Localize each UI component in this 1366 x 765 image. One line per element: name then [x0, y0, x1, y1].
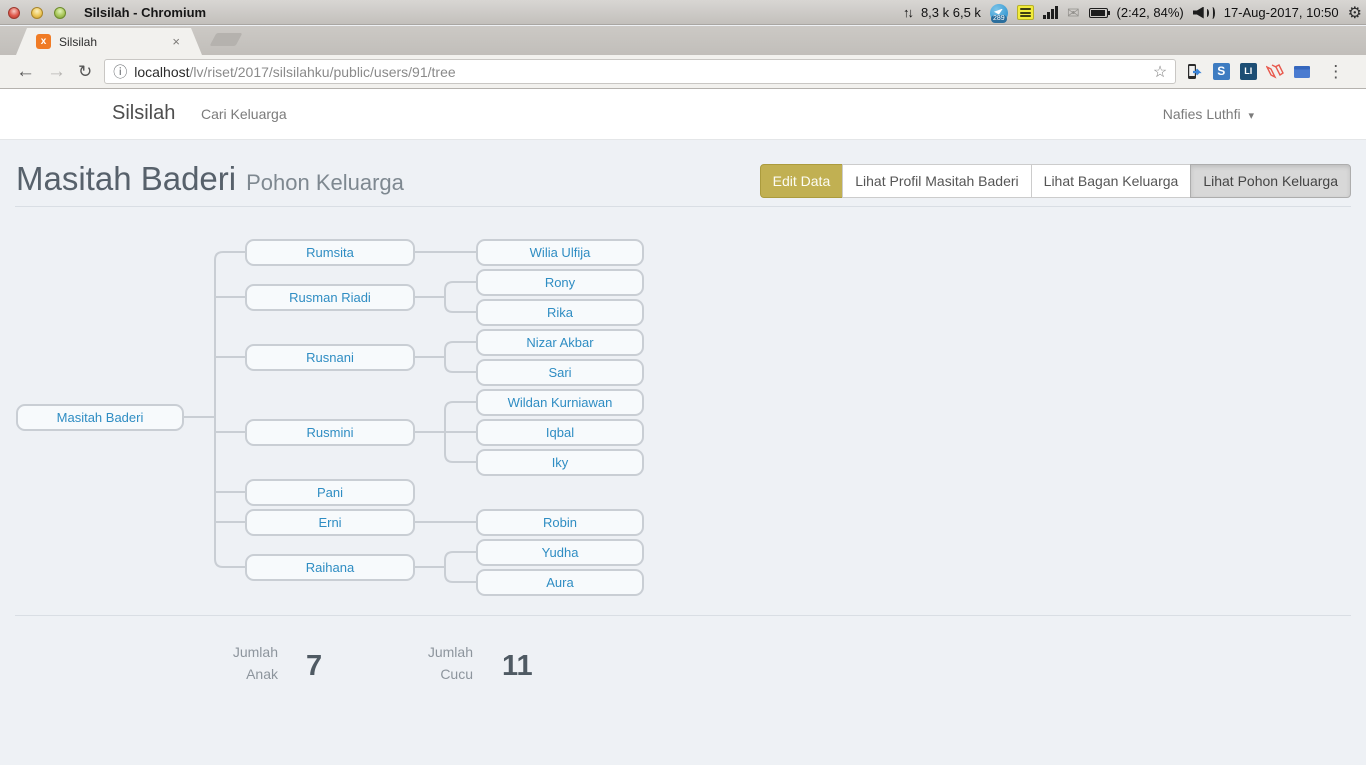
action-button-group: Edit Data Lihat Profil Masitah Baderi Li… — [759, 164, 1351, 198]
tree-node-child[interactable]: Erni — [245, 509, 415, 536]
tree-node-grandchild[interactable]: Iqbal — [476, 419, 644, 446]
lihat-pohon-button[interactable]: Lihat Pohon Keluarga — [1190, 164, 1351, 198]
url-path: /lv/riset/2017/silsilahku/public/users/9… — [189, 63, 456, 80]
stat-anak-label: Jumlah Anak — [232, 644, 278, 682]
tree-node-child[interactable]: Raihana — [245, 554, 415, 581]
tree-node-grandchild[interactable]: Iky — [476, 449, 644, 476]
laravel-extension-icon[interactable] — [1266, 63, 1285, 81]
notes-indicator-icon[interactable] — [1016, 5, 1034, 20]
tree-node-grandchild[interactable]: Rika — [476, 299, 644, 326]
tab-title: Silsilah — [59, 34, 98, 49]
window-title: Silsilah - Chromium — [84, 4, 207, 20]
s-extension-icon[interactable]: S — [1212, 63, 1230, 81]
stat-cucu-label: Jumlah Cucu — [427, 644, 473, 682]
volume-icon[interactable] — [1192, 6, 1215, 19]
tree-node-child[interactable]: Rusmini — [245, 419, 415, 446]
tree-node-grandchild[interactable]: Sari — [476, 359, 644, 386]
tree-node-grandchild[interactable]: Yudha — [476, 539, 644, 566]
telegram-unread-badge: 289 — [990, 14, 1007, 23]
li-extension-icon[interactable]: LI — [1239, 63, 1257, 81]
window-maximize-icon[interactable] — [54, 6, 66, 19]
user-dropdown[interactable]: Nafies Luthfi ▾ — [1163, 106, 1254, 122]
tree-node-child[interactable]: Rusman Riadi — [245, 284, 415, 311]
edit-data-button[interactable]: Edit Data — [759, 164, 844, 198]
tree-node-grandchild[interactable]: Nizar Akbar — [476, 329, 644, 356]
telegram-icon[interactable]: 289 — [989, 3, 1008, 23]
signal-strength-icon[interactable] — [1042, 6, 1058, 19]
network-rates-text: 8,3 k 6,5 k — [920, 5, 981, 20]
mail-icon[interactable]: ✉ — [1066, 4, 1080, 22]
xampp-favicon-icon: x — [36, 34, 51, 49]
user-name: Nafies Luthfi — [1162, 106, 1241, 122]
brand-silsilah[interactable]: Silsilah — [112, 102, 176, 124]
tab-close-icon[interactable]: × — [172, 34, 180, 49]
page-title: Masitah Baderi Pohon Keluarga — [16, 160, 404, 197]
tree-node-child[interactable]: Rusnani — [245, 344, 415, 371]
new-tab-button[interactable] — [209, 33, 243, 46]
stat-cucu-value: 11 — [502, 650, 533, 682]
window-close-icon[interactable] — [8, 6, 20, 19]
tree-node-child[interactable]: Rumsita — [245, 239, 415, 266]
blue-extension-icon[interactable] — [1293, 63, 1311, 81]
bookmark-star-icon[interactable]: ☆ — [1152, 63, 1168, 81]
tree-node-child[interactable]: Pani — [245, 479, 415, 506]
network-traffic-icon[interactable]: ↑↓ — [902, 5, 914, 20]
browser-tabstrip: x Silsilah × — [0, 26, 1366, 55]
back-icon[interactable]: ← — [16, 61, 35, 82]
browser-menu-icon[interactable]: ⋮ — [1327, 61, 1345, 81]
system-tray: ↑↓ 8,3 k 6,5 k 289 ✉ (2:42, 84%) 17-Aug-… — [903, 0, 1362, 25]
tree-node-grandchild[interactable]: Aura — [476, 569, 644, 596]
gear-icon[interactable]: ⚙ — [1347, 4, 1362, 22]
tree-node-grandchild[interactable]: Wilia Ulfija — [476, 239, 644, 266]
lihat-profil-button[interactable]: Lihat Profil Masitah Baderi — [842, 164, 1032, 198]
divider-top — [15, 206, 1351, 207]
lihat-bagan-button[interactable]: Lihat Bagan Keluarga — [1030, 164, 1192, 198]
battery-icon[interactable] — [1088, 7, 1110, 18]
tab-silsilah[interactable]: x Silsilah × — [16, 28, 202, 55]
window-minimize-icon[interactable] — [31, 6, 43, 19]
chevron-down-icon: ▾ — [1248, 110, 1254, 122]
clock-text[interactable]: 17-Aug-2017, 10:50 — [1223, 5, 1339, 20]
browser-toolbar: ← → ↻ ⓘ localhost /lv/riset/2017/silsila… — [0, 55, 1366, 89]
tree-node-grandchild[interactable]: Wildan Kurniawan — [476, 389, 644, 416]
battery-status-text: (2:42, 84%) — [1116, 5, 1184, 20]
mobile-view-extension-icon[interactable] — [1185, 63, 1203, 81]
stat-anak-value: 7 — [306, 650, 323, 682]
reload-icon[interactable]: ↻ — [78, 61, 93, 81]
url-bar[interactable]: ⓘ localhost /lv/riset/2017/silsilahku/pu… — [104, 59, 1177, 84]
divider-bottom — [15, 615, 1351, 616]
tree-node-grandchild[interactable]: Rony — [476, 269, 644, 296]
tree-node-root[interactable]: Masitah Baderi — [16, 404, 184, 431]
forward-icon: → — [47, 61, 66, 82]
paper-plane-icon — [993, 8, 1003, 15]
os-titlebar: Silsilah - Chromium ↑↓ 8,3 k 6,5 k 289 ✉… — [0, 0, 1366, 25]
app-navbar: Silsilah Cari Keluarga Nafies Luthfi ▾ — [0, 89, 1366, 140]
nav-item-cari-keluarga[interactable]: Cari Keluarga — [201, 106, 287, 122]
page-subtitle: Pohon Keluarga — [246, 170, 404, 195]
tree-node-grandchild[interactable]: Robin — [476, 509, 644, 536]
page-info-icon[interactable]: ⓘ — [113, 63, 128, 80]
url-host: localhost — [134, 63, 190, 80]
